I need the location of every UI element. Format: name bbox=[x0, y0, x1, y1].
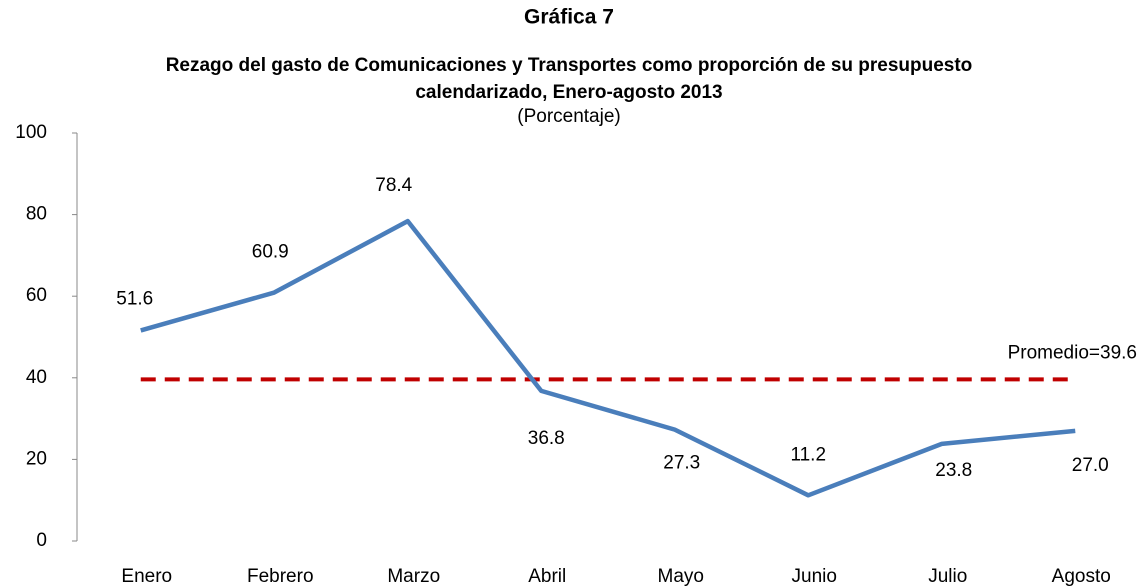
data-line bbox=[140, 218, 1076, 498]
y-tick-label: 60 bbox=[26, 285, 47, 306]
x-tick-label: Enero bbox=[121, 566, 172, 587]
x-tick-label: Agosto bbox=[1052, 566, 1111, 587]
y-tick-label: 80 bbox=[26, 204, 47, 225]
y-tick-label: 40 bbox=[26, 367, 47, 388]
x-tick-label: Abril bbox=[528, 566, 566, 587]
x-tick-label: Mayo bbox=[658, 566, 704, 587]
data-label: 51.6 bbox=[116, 288, 153, 309]
data-label: 78.4 bbox=[375, 175, 412, 196]
data-label: 27.3 bbox=[663, 453, 700, 474]
y-tick-label: 20 bbox=[26, 448, 47, 469]
x-tick-label: Junio bbox=[792, 566, 837, 587]
x-tick-label: Febrero bbox=[247, 566, 314, 587]
x-tick-label: Marzo bbox=[387, 566, 440, 587]
data-label: 60.9 bbox=[252, 242, 289, 263]
data-label: 23.8 bbox=[935, 460, 972, 481]
data-label: 36.8 bbox=[528, 428, 565, 449]
average-label: Promedio=39.6 bbox=[1008, 342, 1137, 363]
x-tick-label: Julio bbox=[928, 566, 967, 587]
y-tick-label: 100 bbox=[15, 122, 47, 143]
data-label: 11.2 bbox=[790, 444, 826, 465]
y-tick-label: 0 bbox=[36, 530, 47, 551]
data-label: 27.0 bbox=[1072, 455, 1109, 476]
chart-subtitle: Rezago del gasto de Comunicaciones y Tra… bbox=[166, 55, 973, 76]
chart-title: Gráfica 7 bbox=[524, 6, 614, 29]
chart-subtitle: calendarizado, Enero-agosto 2013 bbox=[415, 82, 722, 103]
y-axis-label: (Porcentaje) bbox=[517, 106, 621, 127]
